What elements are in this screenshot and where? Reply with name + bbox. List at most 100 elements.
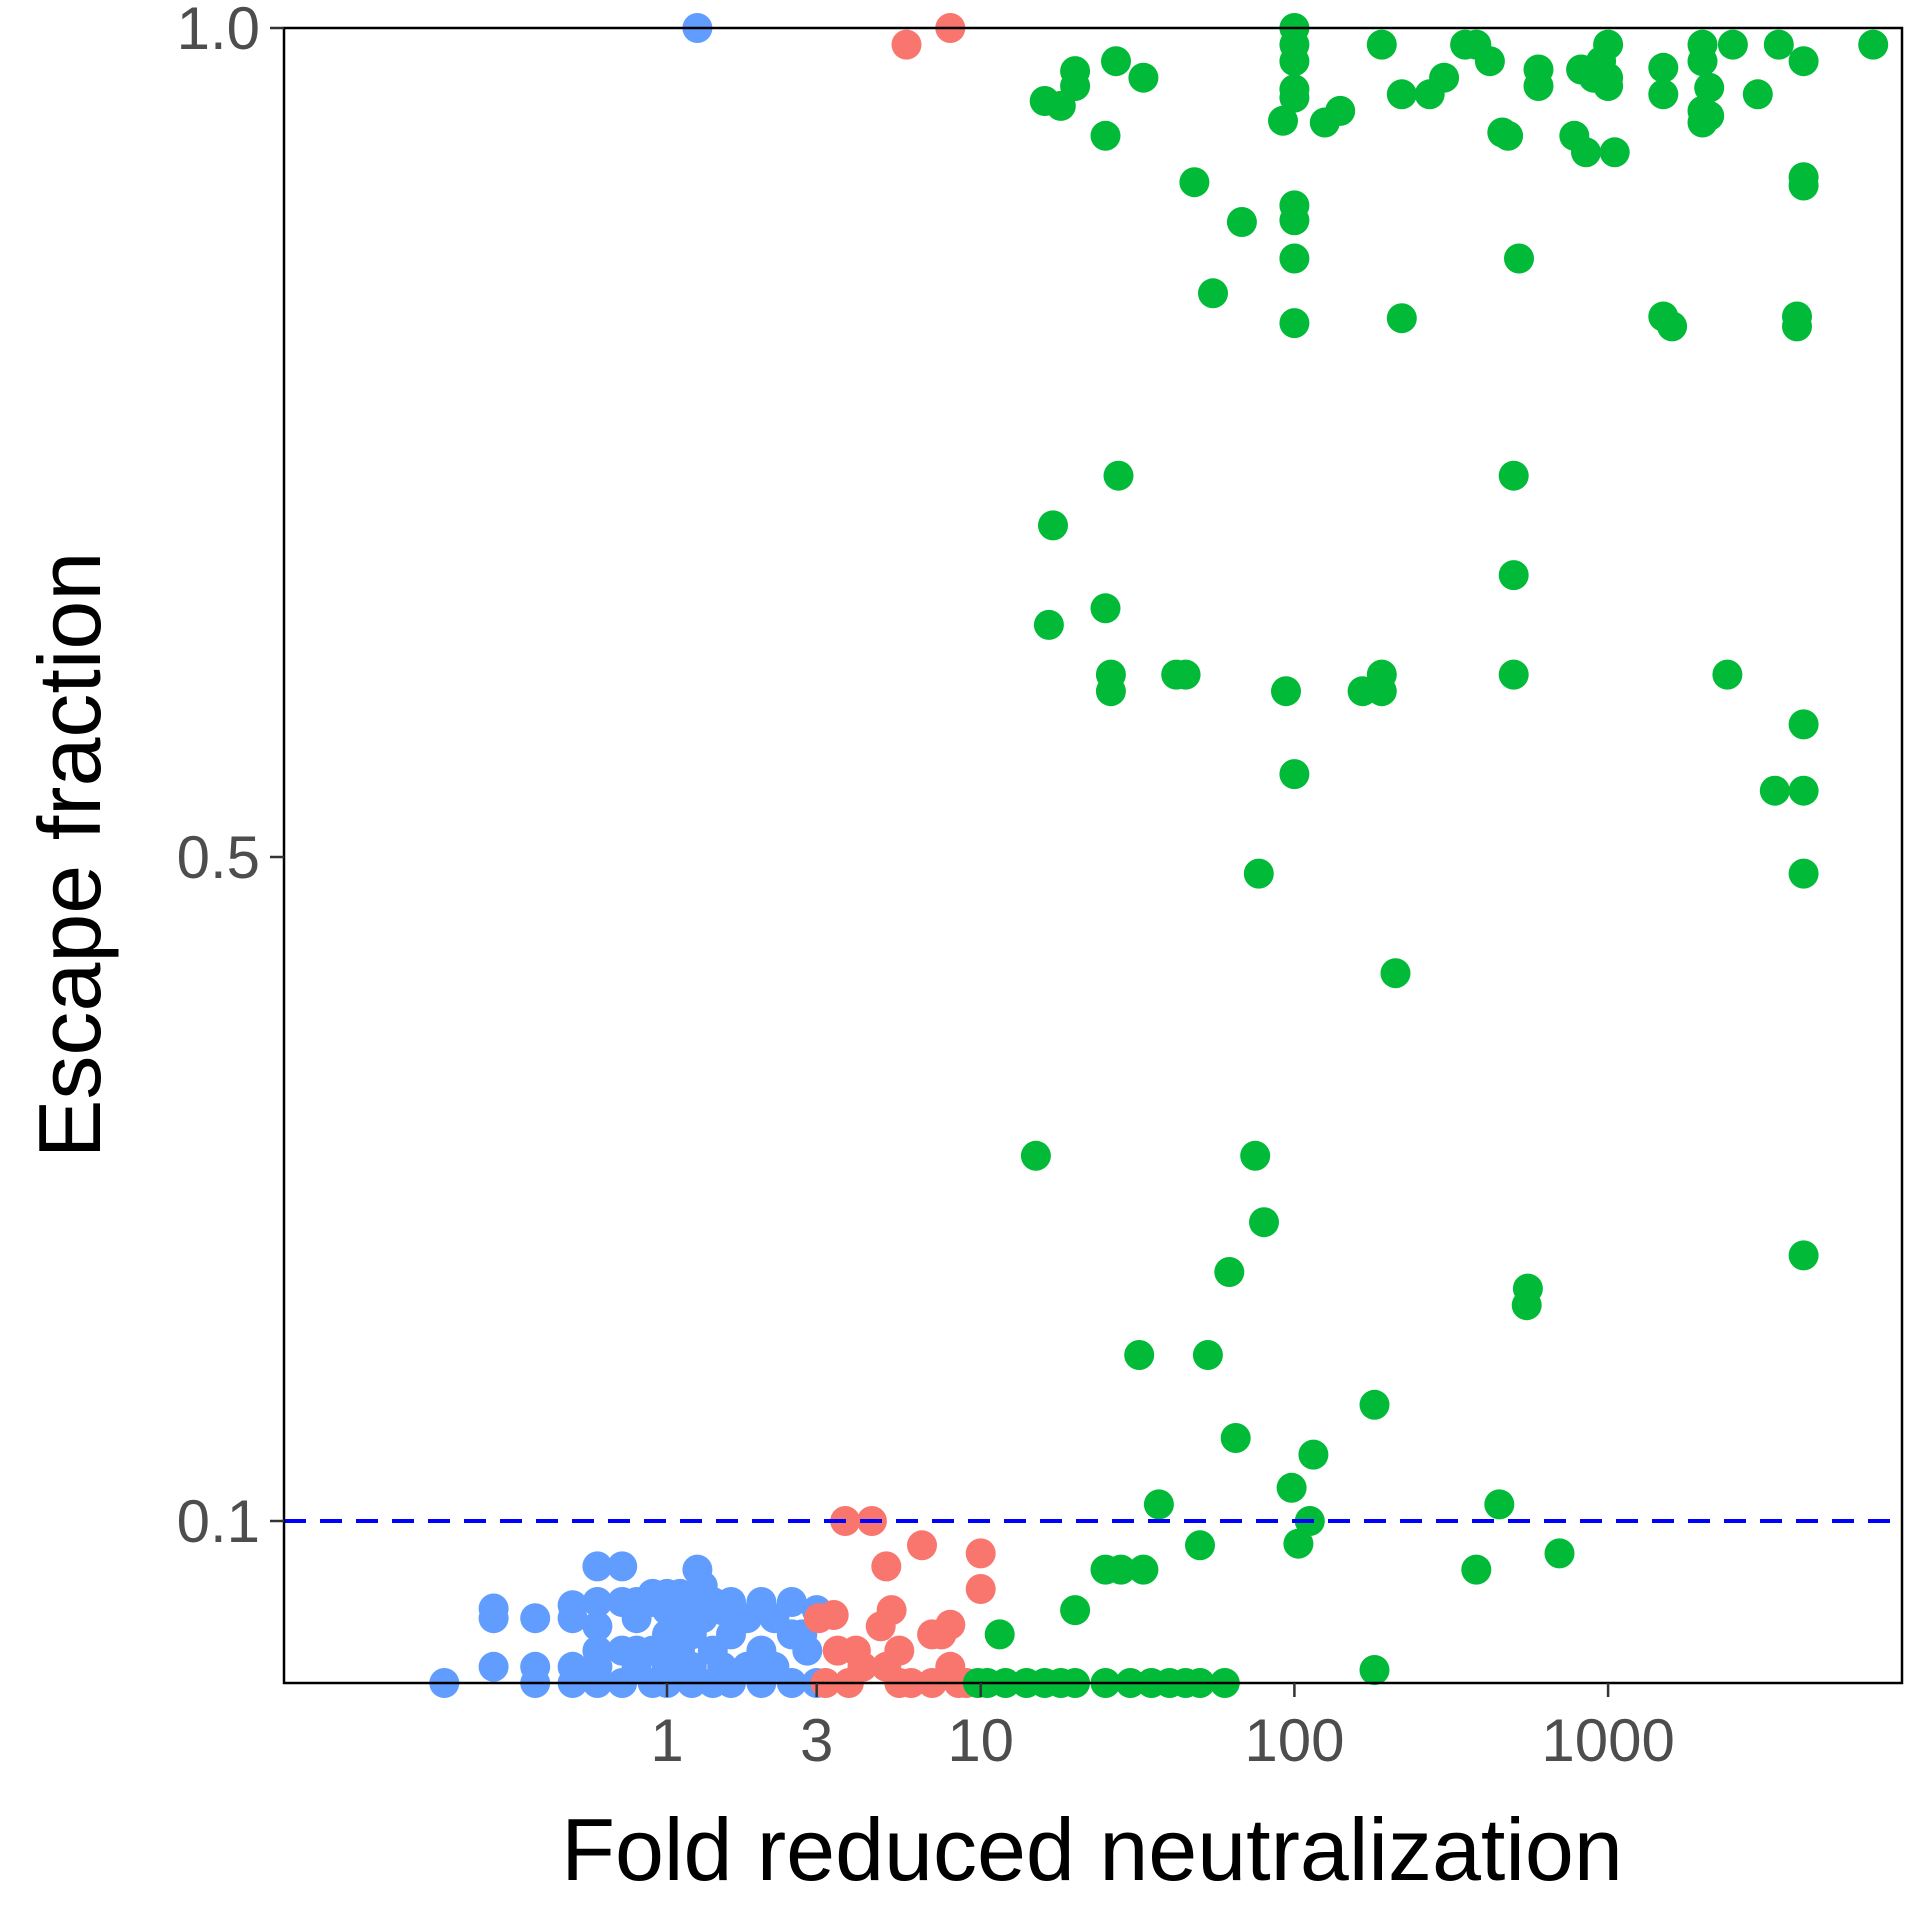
data-point [1593, 29, 1624, 60]
data-point [1717, 29, 1748, 60]
data-point [1788, 775, 1819, 806]
data-point [1544, 1538, 1575, 1569]
data-point [1648, 79, 1679, 110]
data-point [1858, 29, 1889, 60]
data-point [1249, 1207, 1279, 1238]
data-point [1763, 29, 1794, 60]
data-point [984, 1619, 1015, 1650]
data-point [1268, 105, 1298, 136]
data-point [1325, 95, 1356, 126]
data-point [1788, 858, 1819, 889]
data-point [1712, 659, 1743, 690]
data-point [1283, 1528, 1314, 1559]
x-tick-label: 3 [800, 1707, 833, 1774]
data-point [1788, 709, 1819, 740]
data-point [557, 1603, 588, 1634]
data-point [1742, 79, 1773, 110]
data-point [1484, 1489, 1515, 1520]
points-layer [429, 13, 1889, 1698]
data-point [1271, 676, 1301, 707]
x-tick-label: 1000 [1541, 1707, 1674, 1774]
x-tick-label: 10 [947, 1707, 1014, 1774]
data-point [1279, 46, 1310, 77]
data-point [891, 29, 922, 60]
data-point [1648, 52, 1679, 83]
data-point [1095, 676, 1126, 707]
data-point [1124, 1340, 1155, 1370]
data-point [1214, 1257, 1245, 1287]
data-point [818, 1600, 849, 1630]
y-tick-label: 0.1 [177, 1488, 260, 1555]
data-point [871, 1551, 902, 1582]
data-point [907, 1530, 937, 1561]
data-point [1593, 71, 1624, 101]
data-point [1366, 659, 1397, 690]
data-point [1060, 1595, 1091, 1626]
data-point [478, 1651, 509, 1682]
data-point [1192, 1340, 1223, 1370]
data-point [1694, 72, 1725, 103]
data-point [582, 1551, 613, 1582]
x-axis: 1 3 10 100 1000 [650, 1683, 1675, 1774]
data-point [1298, 1439, 1329, 1470]
data-point [1279, 82, 1310, 113]
data-point [607, 1551, 638, 1582]
data-point [1240, 1140, 1271, 1171]
data-point [1170, 659, 1201, 690]
data-point [935, 1609, 966, 1640]
data-point [1386, 79, 1417, 110]
data-point [1599, 137, 1630, 168]
data-point [1060, 71, 1091, 101]
data-point [1788, 1240, 1819, 1271]
data-point [1571, 137, 1601, 168]
data-point [1523, 71, 1554, 101]
data-point [876, 1595, 907, 1626]
data-point [1128, 1554, 1159, 1585]
data-point [1090, 120, 1121, 151]
data-point [1106, 1554, 1136, 1585]
data-point [1279, 759, 1310, 790]
data-point [1243, 858, 1274, 889]
x-axis-title: Fold reduced neutralization [561, 1800, 1623, 1899]
data-point [1103, 460, 1134, 491]
data-point [840, 1635, 871, 1666]
data-point [1498, 460, 1529, 491]
data-point [792, 1635, 823, 1666]
data-point [1782, 301, 1812, 332]
data-point [1493, 120, 1524, 151]
data-point [1185, 1530, 1215, 1561]
data-point [1020, 1140, 1051, 1171]
data-point [1179, 167, 1210, 198]
data-point [1033, 609, 1064, 640]
plot-panel-border [282, 26, 1904, 1685]
data-point [1143, 1489, 1174, 1520]
data-point [520, 1603, 551, 1634]
data-point [884, 1635, 915, 1666]
data-point [582, 1611, 613, 1642]
data-point [1279, 243, 1310, 274]
data-point [1498, 560, 1529, 591]
data-point [1220, 1423, 1251, 1453]
data-point [1461, 1554, 1492, 1585]
y-tick-label: 0.5 [177, 824, 260, 891]
data-point [1429, 62, 1460, 93]
y-axis-title: Escape fraction [20, 552, 119, 1159]
data-point [776, 1587, 807, 1617]
data-point [1759, 775, 1790, 806]
data-point [1474, 46, 1505, 77]
data-point [1366, 29, 1397, 60]
y-axis: 0.1 0.5 1.0 [177, 0, 284, 1555]
data-point [1694, 100, 1725, 131]
data-point [1380, 958, 1411, 989]
data-point [1359, 1655, 1390, 1685]
y-tick-label: 1.0 [177, 0, 260, 62]
data-point [1386, 303, 1417, 334]
data-point [582, 1587, 613, 1617]
data-point [1788, 46, 1819, 77]
data-point [1090, 593, 1121, 624]
data-point [1279, 308, 1310, 339]
x-tick-label: 100 [1244, 1707, 1344, 1774]
data-point [1226, 207, 1257, 237]
